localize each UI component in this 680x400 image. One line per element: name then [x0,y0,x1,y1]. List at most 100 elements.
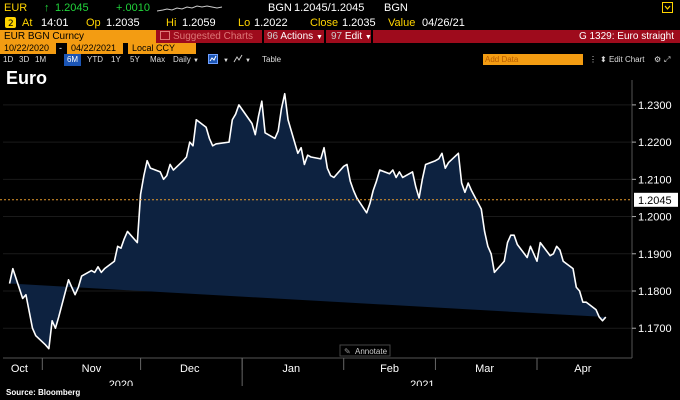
at-time: 14:01 [41,17,69,29]
y-tick-label: 1.2300 [638,100,672,112]
annotate-label: Annotate [355,347,388,356]
quote-strip: EUR ↑ 1.2045 +.0010 BGN 1.2045/1.2045 BG… [0,0,680,16]
chevron-down-icon: ▼ [245,58,251,64]
actions-number: 96 [267,31,279,42]
command-red-fill [264,30,680,43]
range-1d[interactable]: 1D [3,55,14,64]
y-tick-label: 1.1800 [638,286,672,298]
month-label: Nov [82,363,102,375]
suggested-charts-button[interactable]: Suggested Charts [156,30,262,43]
last-price: 1.2045 [55,2,89,14]
value-date: 04/26/21 [422,17,465,29]
year-label: 2021 [410,379,434,386]
source-note: Source: Bloomberg [6,388,81,397]
y-tick-label: 1.2000 [638,212,672,224]
command-bar: EUR BGN Curncy Suggested Charts 96 Actio… [0,30,680,43]
settings-icon[interactable]: ⚙ [654,55,662,64]
chevron-down-icon: ▼ [223,58,229,64]
start-date-field[interactable]: 10/22/2020 [0,43,56,54]
series-line [8,92,607,350]
chevron-down-icon: ▼ [193,58,199,64]
low-value: 1.2022 [254,17,288,29]
month-label: Mar [475,363,494,375]
actions-label: Actions [280,31,314,42]
range-max[interactable]: Max [150,55,166,64]
date-separator: - [59,43,62,53]
end-date-field[interactable]: 04/22/2021 [67,43,123,54]
expand-icon[interactable]: ⤢ [664,55,671,64]
y-tick-label: 1.1700 [638,323,672,335]
edit-menu[interactable]: 97 Edit ▼ [331,30,381,43]
period-select[interactable]: Daily ▼ [173,54,199,66]
edit-number: 97 [331,31,343,42]
month-label: Dec [180,363,200,375]
price-chart[interactable]: Euro 1.1700 1.1800 1.1900 1.2000 1.2100 1.2200… [0,66,680,391]
month-label: Apr [574,363,591,375]
ticker[interactable]: EUR [4,2,28,14]
open-label: Op [86,17,101,29]
annotate-button[interactable]: ✎ Annotate [339,344,391,357]
stats-strip: 2 At 14:01 Op 1.2035 Hi 1.2059 Lo 1.2022… [0,16,680,30]
open-value: 1.2035 [106,17,140,29]
last-value-label: 1.2045 [638,195,672,207]
series-area [9,93,606,349]
y-tick-label: 1.2200 [638,137,672,149]
up-arrow-icon: ↑ [44,2,50,14]
currency-field[interactable]: Local CCY [128,43,196,54]
sparkline-icon [157,5,223,12]
close-label: Close [310,17,339,29]
edit-chart-label: Edit Chart [608,55,645,64]
chart-toolbar: 1D 3D 1M 6M YTD 1Y 5Y Max Daily ▼ ▼ ▼ Ta… [0,54,680,66]
low-label: Lo [238,17,251,29]
range-ytd[interactable]: YTD [87,55,103,64]
year-label: 2020 [109,379,133,386]
price-source-1: BGN [268,2,292,14]
range-6m[interactable]: 6M [64,54,81,66]
alert-icon[interactable]: 2 [5,17,16,29]
at-label: At [22,17,33,29]
high-value: 1.2059 [182,17,216,29]
suggested-charts-label: Suggested Charts [173,31,254,42]
month-label: Feb [380,363,399,375]
price-source-2: BGN [384,2,408,14]
chart-type-dropdown[interactable]: ▼ [223,54,229,66]
svg-text:2: 2 [8,19,14,28]
more-options-icon[interactable]: ⋮ [589,55,597,64]
period-label: Daily [173,55,191,64]
last-value-box [634,192,678,207]
indicator-icon[interactable] [233,54,243,66]
command-divider [262,30,264,43]
suggested-charts-icon [160,31,170,40]
range-1y[interactable]: 1Y [111,55,121,64]
range-5y[interactable]: 5Y [130,55,140,64]
edit-chart-button[interactable]: ⬍ Edit Chart [600,54,645,66]
table-button[interactable]: Table [262,55,282,64]
close-value: 1.2035 [342,17,376,29]
date-range-bar: 10/22/2020 - 04/22/2021 Local CCY [0,43,680,54]
actions-menu[interactable]: 96 Actions ▼ [267,30,359,43]
line-chart-icon[interactable] [208,54,218,66]
add-data-input[interactable]: Add Data [483,54,583,65]
edit-label: Edit [344,31,363,42]
chevron-down-icon: ▼ [364,34,372,41]
security-field[interactable]: EUR BGN Curncy [0,30,156,43]
range-3d[interactable]: 3D [19,55,30,64]
chart-title: Euro [6,68,47,88]
annotate-icon: ✎ [344,347,351,356]
command-divider [324,30,326,43]
chart-area[interactable]: Euro 1.1700 1.1800 1.1900 1.2000 1.2100 1.2200… [0,66,680,391]
news-icon[interactable] [662,2,673,13]
high-label: Hi [166,17,177,29]
y-tick-label: 1.1900 [638,249,672,261]
chevron-down-icon: ▼ [315,34,323,41]
bid-ask: 1.2045/1.2045 [294,2,365,14]
graph-title: G 1329: Euro straight [578,31,674,42]
edit-chart-icon: ⬍ [600,55,607,64]
price-change: +.0010 [116,2,150,14]
month-label: Jan [282,363,300,375]
range-1m[interactable]: 1M [35,55,47,64]
y-tick-label: 1.2100 [638,174,672,186]
indicator-dropdown[interactable]: ▼ [245,54,251,66]
month-label: Oct [11,363,28,375]
command-divider [371,30,373,43]
